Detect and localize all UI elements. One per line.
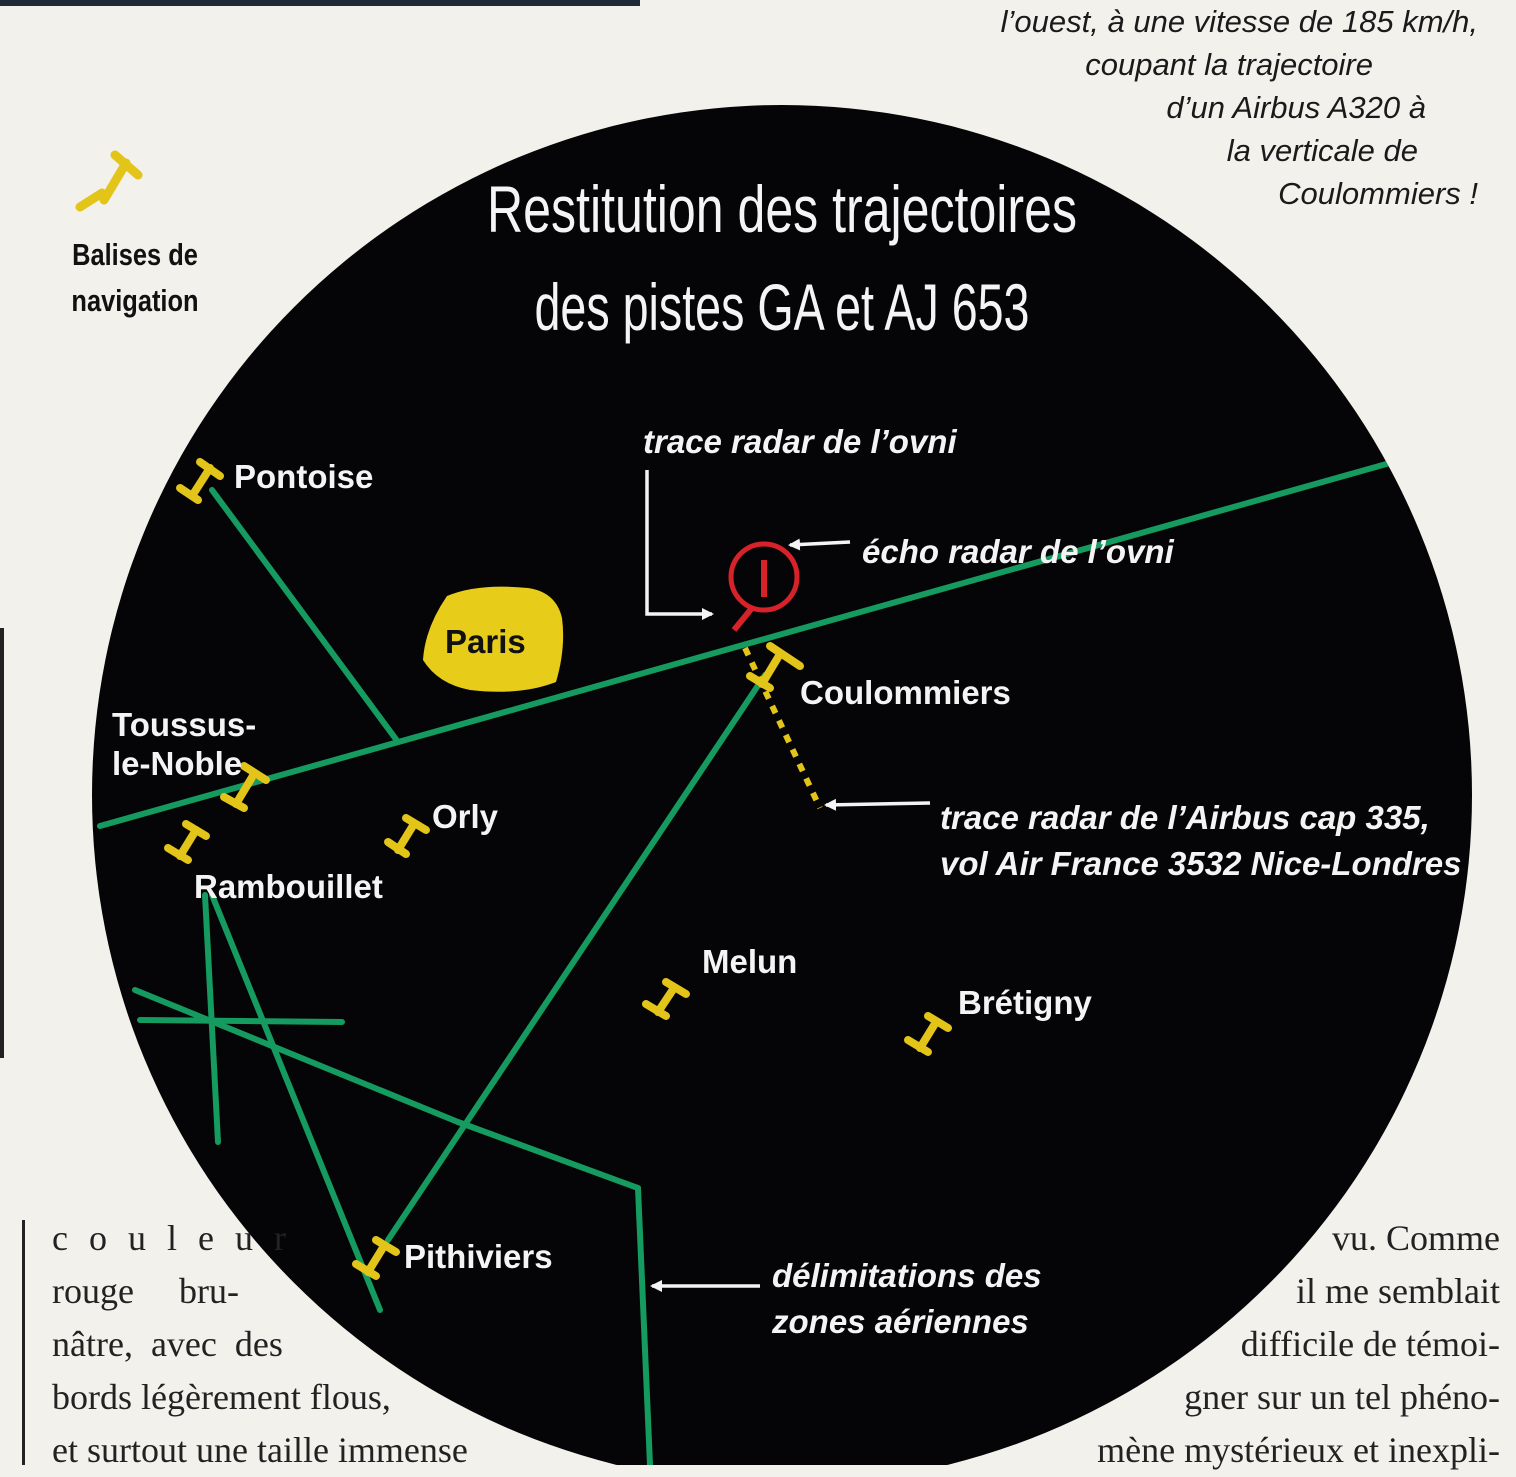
text-line: mène mystérieux et inexpli- [1097,1430,1500,1470]
map-title-line1: Restitution des trajectoires [487,172,1077,246]
text-line: difficile de témoi- [1240,1324,1500,1364]
airbus-track [742,646,823,810]
map-title-line2: des pistes GA et AJ 653 [535,270,1030,344]
beacon-markers [164,458,952,1280]
pontoise-label: Pontoise [234,458,373,495]
paris-area [423,586,564,692]
text-line: c o u l e u r [52,1218,292,1258]
legend-label: Balises de navigation [71,237,199,318]
text-line: bords légèrement flous, [52,1377,391,1417]
pithiviers-label: Pithiviers [404,1238,553,1275]
intro-line: d’un Airbus A320 à [1166,90,1426,125]
text-line: rouge bru- [52,1271,239,1311]
body-text-left: c o u l e u r rouge bru- nâtre, avec des… [52,1212,522,1477]
intro-line: coupant la trajectoire [1085,47,1373,82]
text-line: il me semblait [1296,1271,1500,1311]
text-line: et surtout une taille immense [52,1430,468,1470]
text-line: nâtre, avec des [52,1324,283,1364]
beacon-toussus-icon [220,762,270,812]
intro-line: l’ouest, à une vitesse de 185 km/h, [1000,4,1478,39]
beacon-bretigny-icon [904,1012,952,1056]
text-line: gner sur un tel phéno- [1184,1377,1500,1417]
beacon-melun-icon [642,978,690,1020]
toussus-label-1: Toussus- [112,706,256,743]
intro-line: la verticale de [1226,133,1418,168]
melun-label: Melun [702,943,797,980]
column-rule [22,1220,25,1465]
airbus-trace-label-1: trace radar de l’Airbus cap 335, [940,799,1430,836]
orly-label: Orly [432,798,499,835]
ufo-echo-marker [728,541,800,632]
column-rule [0,628,4,1058]
bretigny-label: Brétigny [958,984,1093,1021]
annotation-arrows [645,470,931,1292]
zones-label-2: zones aériennes [771,1303,1029,1340]
intro-line: Coulommiers ! [1278,176,1478,211]
coulommiers-label: Coulommiers [800,674,1011,711]
beacon-pithiviers-icon [352,1236,400,1280]
top-photo-strip [0,0,640,6]
beacon-coulommiers-icon [746,642,804,692]
ufo-echo-label: écho radar de l’ovni [862,533,1175,570]
ufo-trace-label: trace radar de l’ovni [643,423,957,460]
zones-label-1: délimitations des [772,1257,1042,1294]
beacon-rambouillet-icon [164,820,210,864]
toussus-label-2: le-Noble [112,745,242,782]
intro-caption: l’ouest, à une vitesse de 185 km/h, coup… [758,0,1478,215]
map-disc [92,105,1472,1465]
paris-label: Paris [445,623,526,660]
navigation-beacon-icon [75,150,143,212]
rambouillet-label: Rambouillet [194,868,383,905]
air-routes [97,458,1400,1465]
beacon-orly-icon [384,814,430,858]
airbus-trace-label-2: vol Air France 3532 Nice-Londres [940,845,1461,882]
body-text-right: vu. Comme il me semblait difficile de té… [1000,1212,1500,1477]
beacon-pontoise-icon [176,458,224,504]
text-line: vu. Comme [1332,1218,1500,1258]
